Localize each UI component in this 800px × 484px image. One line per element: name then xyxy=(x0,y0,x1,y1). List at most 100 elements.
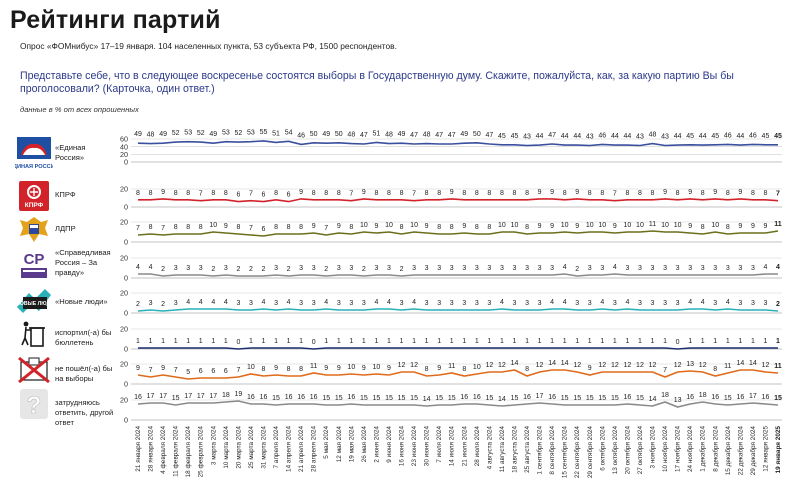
data-label: 3 xyxy=(437,300,441,307)
data-label: 47 xyxy=(548,132,556,139)
data-label: 1 xyxy=(613,338,617,345)
x-tick-label: 20 октября 2024 xyxy=(623,426,631,475)
survey-question: Представьте себе, что в следующее воскре… xyxy=(20,70,734,95)
data-label: 16 xyxy=(297,394,305,401)
data-label: 6 xyxy=(262,226,266,233)
data-label: 1 xyxy=(475,338,479,345)
y-tick-label: 20 xyxy=(120,325,128,334)
data-label: 12 xyxy=(762,362,770,369)
data-label: 6 xyxy=(287,192,291,199)
x-tick-label: 21 апреля 2024 xyxy=(298,426,305,472)
data-label: 1 xyxy=(625,338,629,345)
party-label: КПРФ xyxy=(55,190,76,199)
x-tick-label: 3 марта 2024 xyxy=(210,426,217,466)
data-label: 1 xyxy=(374,338,378,345)
data-label: 1 xyxy=(600,338,604,345)
x-tick-label: 12 мая 2024 xyxy=(336,426,343,463)
data-label: 9 xyxy=(362,365,366,372)
data-label: 4 xyxy=(224,299,228,306)
data-label: 15 xyxy=(611,395,619,402)
data-label: 5 xyxy=(186,369,190,376)
data-label: 9 xyxy=(738,223,742,230)
y-tick-label: 20 xyxy=(120,360,128,369)
data-label: 1 xyxy=(726,338,730,345)
data-label: 2 xyxy=(262,266,266,273)
data-label: 3 xyxy=(450,265,454,272)
party-label: испортил(-а) бы бюллетень xyxy=(55,328,112,347)
data-label: 14 xyxy=(736,360,744,367)
data-label: 2 xyxy=(400,266,404,273)
data-label: 3 xyxy=(236,300,240,307)
data-label: 3 xyxy=(475,265,479,272)
data-label: 4 xyxy=(763,264,767,271)
data-label: 4 xyxy=(701,299,705,306)
data-label: 12 xyxy=(624,362,632,369)
data-label: 8 xyxy=(462,190,466,197)
data-label: 17 xyxy=(184,393,192,400)
data-label: 1 xyxy=(287,338,291,345)
data-label: 3 xyxy=(349,300,353,307)
data-label: 10 xyxy=(598,222,606,229)
data-label: 3 xyxy=(751,265,755,272)
data-label: 10 xyxy=(498,222,506,229)
x-tick-label: 22 сентября 2024 xyxy=(573,426,581,479)
data-label: 1 xyxy=(174,338,178,345)
y-tick-label: 0 xyxy=(124,309,128,318)
data-label: 2 xyxy=(362,266,366,273)
data-label: 9 xyxy=(224,223,228,230)
data-label: 3 xyxy=(663,300,667,307)
x-tick-label: 22 декабря 2024 xyxy=(736,426,744,476)
data-label: 9 xyxy=(538,223,542,230)
data-label: 46 xyxy=(297,132,305,139)
data-label: 46 xyxy=(598,132,606,139)
ldpr-eagle-icon xyxy=(15,214,53,246)
data-label: 3 xyxy=(513,265,517,272)
data-label: 12 xyxy=(573,362,581,369)
data-label: 3 xyxy=(450,300,454,307)
data-label: 3 xyxy=(487,300,491,307)
data-label: 52 xyxy=(234,130,242,137)
data-label: 8 xyxy=(224,190,228,197)
data-label: 12 xyxy=(598,362,606,369)
data-label: 11 xyxy=(448,363,455,370)
party-label: «Справедливая Россия – За правду» xyxy=(55,248,111,277)
data-label: 8 xyxy=(437,190,441,197)
data-label: 9 xyxy=(763,223,767,230)
data-label: 8 xyxy=(199,224,203,231)
data-label: 3 xyxy=(174,265,178,272)
data-label: 45 xyxy=(511,133,519,140)
data-label: 8 xyxy=(500,190,504,197)
data-label: 3 xyxy=(600,265,604,272)
data-label: 1 xyxy=(387,338,391,345)
svg-text:НОВЫЕ ЛЮДИ: НОВЫЕ ЛЮДИ xyxy=(16,301,53,307)
party-label: затрудняюсь ответить, другой ответ xyxy=(55,398,114,427)
data-label: 4 xyxy=(563,264,567,271)
data-label: 3 xyxy=(688,265,692,272)
x-tick-label: 29 декабря 2024 xyxy=(749,426,757,476)
data-label: 1 xyxy=(525,338,529,345)
x-tick-label: 30 июня 2024 xyxy=(424,426,431,467)
data-label: 3 xyxy=(588,300,592,307)
data-label: 15 xyxy=(360,395,368,402)
data-label: 3 xyxy=(575,300,579,307)
data-label: 1 xyxy=(713,338,717,345)
data-label: 7 xyxy=(249,191,253,198)
data-label: 19 xyxy=(234,391,242,398)
data-label: 9 xyxy=(425,223,429,230)
data-label: 9 xyxy=(450,189,454,196)
data-label: 17 xyxy=(209,393,217,400)
data-label: 8 xyxy=(274,224,278,231)
data-label: 49 xyxy=(134,131,142,138)
y-tick-label: 20 xyxy=(120,150,128,159)
data-label: 3 xyxy=(186,265,190,272)
data-label: 8 xyxy=(400,190,404,197)
x-tick-label: 1 сентября 2024 xyxy=(536,426,544,475)
data-label: 47 xyxy=(448,132,456,139)
data-label: 8 xyxy=(425,190,429,197)
data-label: 6 xyxy=(224,368,228,375)
data-label: 18 xyxy=(661,392,669,399)
x-tick-label: 18 августа 2024 xyxy=(512,426,519,473)
data-label: 3 xyxy=(588,265,592,272)
data-label: 45 xyxy=(686,133,694,140)
data-label: 1 xyxy=(299,338,303,345)
